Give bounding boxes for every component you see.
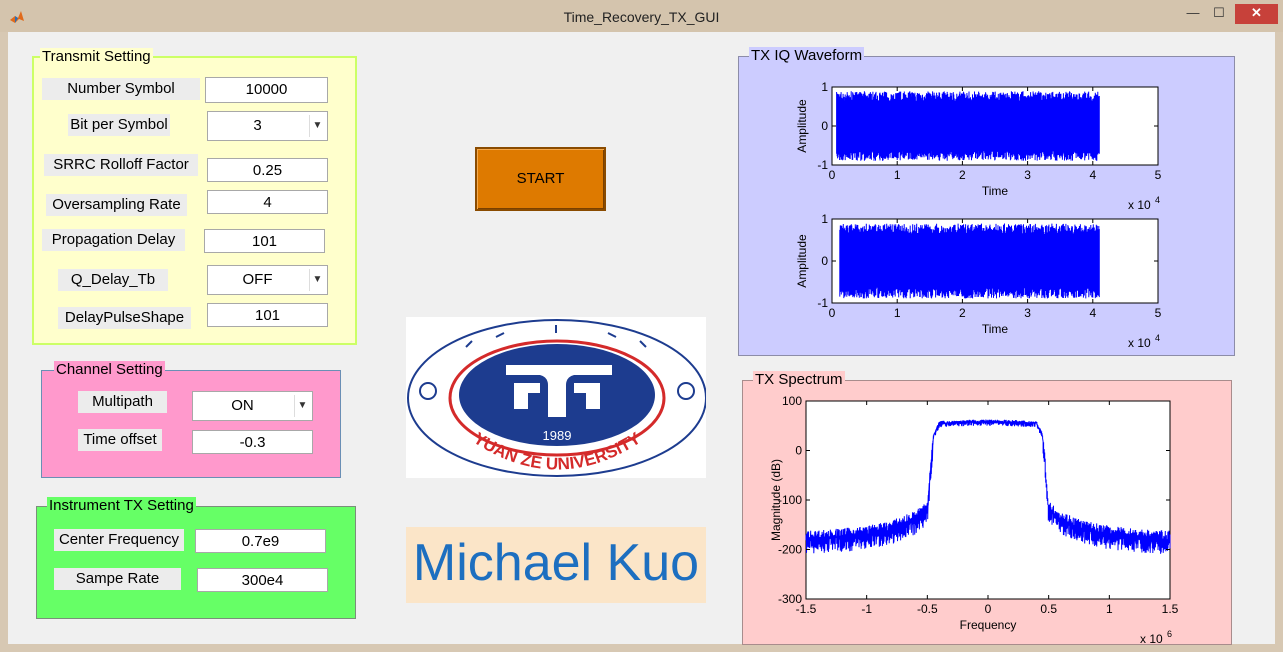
x-tick-label: 4 [1089, 306, 1096, 320]
sample-rate-input[interactable]: 300e4 [197, 568, 328, 592]
x-tick-label: 2 [959, 168, 966, 182]
x-axis-exponent: x 10 [1140, 632, 1163, 644]
x-tick-label: 0 [829, 168, 836, 182]
tx-spectrum-title: TX Spectrum [753, 371, 845, 388]
channel-setting-panel: Channel Setting [41, 361, 341, 478]
x-tick-label: 3 [1024, 168, 1031, 182]
bit-per-symbol-label: Bit per Symbol [68, 114, 170, 136]
q-delay-tb-label: Q_Delay_Tb [58, 269, 168, 291]
x-tick-label: 0 [829, 306, 836, 320]
title-bar: Time_Recovery_TX_GUI — ☐ ✕ [0, 0, 1283, 32]
number-symbol-label: Number Symbol [42, 78, 200, 100]
x-tick-label: -1.5 [796, 602, 817, 616]
x-axis-exponent: x 10 [1128, 198, 1151, 210]
y-tick-label: 1 [821, 80, 828, 94]
sample-rate-label: Sampe Rate [54, 568, 181, 590]
signal-series-line [839, 223, 1100, 299]
x-tick-label: 3 [1024, 306, 1031, 320]
y-tick-label: 0 [821, 254, 828, 268]
bit-per-symbol-select[interactable]: 3 ▼ [207, 111, 328, 141]
transmit-setting-title: Transmit Setting [40, 48, 153, 65]
y-axis-label: Amplitude [795, 99, 809, 153]
logo-year: 1989 [543, 428, 572, 443]
srrc-rolloff-input[interactable]: 0.25 [207, 158, 328, 182]
window-frame [1275, 32, 1283, 652]
x-tick-label: 0.5 [1040, 602, 1057, 616]
number-symbol-input[interactable]: 10000 [205, 77, 328, 103]
y-axis-label: Amplitude [795, 234, 809, 288]
y-tick-label: 0 [795, 444, 802, 458]
y-axis-label: Magnitude (dB) [769, 459, 783, 541]
x-tick-label: 1 [894, 168, 901, 182]
x-axis-label: Time [982, 322, 1009, 336]
srrc-rolloff-label: SRRC Rolloff Factor [44, 154, 198, 176]
y-tick-label: 1 [821, 212, 828, 226]
y-tick-label: 100 [782, 394, 802, 408]
author-name: Michael Kuo [412, 534, 700, 592]
delay-pulse-shape-label: DelayPulseShape [58, 307, 191, 329]
plot-area [805, 400, 1171, 600]
y-tick-label: -300 [778, 592, 802, 606]
instrument-tx-setting-panel: Instrument TX Setting [36, 497, 356, 619]
chevron-down-icon[interactable]: ▼ [309, 115, 325, 137]
chevron-down-icon[interactable]: ▼ [294, 395, 310, 417]
q-delay-tb-value: OFF [242, 271, 273, 288]
x-axis-exponent: x 10 [1128, 336, 1151, 350]
author-name-box: Michael Kuo [406, 527, 706, 603]
x-axis-exponent-power: 4 [1155, 195, 1160, 205]
yuan-ze-seal: 1989 YUAN ZE UNIVERSITY [407, 319, 707, 477]
y-tick-label: -1 [817, 296, 828, 310]
x-tick-label: 5 [1155, 168, 1162, 182]
oversampling-rate-label: Oversampling Rate [46, 194, 187, 216]
x-tick-label: 5 [1155, 306, 1162, 320]
y-tick-label: -1 [817, 158, 828, 172]
multipath-label: Multipath [78, 391, 167, 413]
y-tick-label: -100 [778, 493, 802, 507]
x-tick-label: 2 [959, 306, 966, 320]
q-delay-tb-select[interactable]: OFF ▼ [207, 265, 328, 295]
maximize-button[interactable]: ☐ [1213, 5, 1225, 20]
x-axis-exponent-power: 6 [1167, 629, 1172, 639]
close-button[interactable]: ✕ [1235, 4, 1278, 24]
university-logo: 1989 YUAN ZE UNIVERSITY [406, 317, 707, 478]
x-axis-exponent-power: 4 [1155, 333, 1160, 343]
x-tick-label: 1.5 [1162, 602, 1179, 616]
x-tick-label: 4 [1089, 168, 1096, 182]
window-title: Time_Recovery_TX_GUI [563, 9, 720, 25]
chevron-down-icon[interactable]: ▼ [309, 269, 325, 291]
x-tick-label: 1 [1106, 602, 1113, 616]
signal-series-line [805, 419, 1171, 554]
minimize-button[interactable]: — [1186, 5, 1200, 20]
x-axis-label: Time [982, 184, 1009, 198]
tx-spectrum-plot[interactable]: -1.5 -1 -0.5 0 0.5 1 1.5 100 0 -100 -200 -300 Freque… [752, 392, 1192, 644]
tx-iq-waveform-title: TX IQ Waveform [749, 47, 865, 64]
channel-setting-title: Channel Setting [54, 361, 165, 378]
x-tick-label: 1 [894, 306, 901, 320]
time-offset-label: Time offset [78, 429, 162, 451]
y-tick-label: -200 [778, 543, 802, 557]
x-tick-label: -1 [861, 602, 872, 616]
matlab-icon [10, 11, 24, 23]
propagation-delay-input[interactable]: 101 [204, 229, 325, 253]
y-tick-label: 0 [821, 119, 828, 133]
start-button[interactable]: START [475, 147, 606, 211]
instrument-tx-setting-title: Instrument TX Setting [47, 497, 196, 514]
time-offset-input[interactable]: -0.3 [192, 430, 313, 454]
multipath-value: ON [231, 397, 254, 414]
oversampling-rate-input[interactable]: 4 [207, 190, 328, 214]
center-frequency-input[interactable]: 0.7e9 [195, 529, 326, 553]
x-tick-label: -0.5 [917, 602, 938, 616]
x-axis-label: Frequency [960, 618, 1017, 632]
center-frequency-label: Center Frequency [54, 529, 184, 551]
bit-per-symbol-value: 3 [253, 117, 262, 134]
multipath-select[interactable]: ON ▼ [192, 391, 313, 421]
propagation-delay-label: Propagation Delay [42, 229, 185, 251]
signal-series-line [836, 91, 1100, 161]
delay-pulse-shape-input[interactable]: 101 [207, 303, 328, 327]
x-tick-label: 0 [985, 602, 992, 616]
